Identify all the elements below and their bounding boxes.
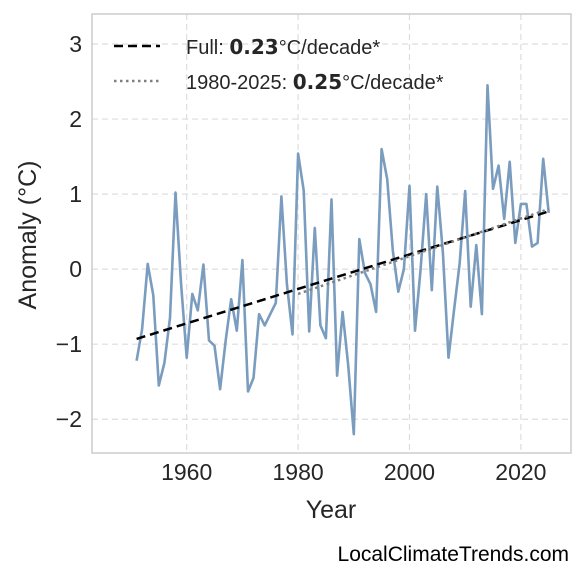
anomaly-series-line [135, 84, 550, 436]
plot-frame [91, 13, 572, 454]
legend-full-label: Full: 0.23°C/decade* [186, 35, 380, 59]
y-tick-label: −1 [56, 331, 82, 357]
recent-trend-line [297, 207, 550, 296]
x-tick-label: 2000 [384, 459, 435, 485]
y-tick-label: 2 [69, 106, 82, 132]
plot-area [135, 84, 550, 436]
y-tick-label: 0 [69, 256, 82, 282]
tick-labels: 1960 1980 2000 2020 −2 −1 0 1 2 3 [56, 31, 547, 485]
x-tick-label: 2020 [495, 459, 546, 485]
grid-lines [92, 14, 571, 453]
y-tick-label: 3 [69, 31, 82, 57]
watermark: LocalClimateTrends.com [337, 543, 569, 566]
x-axis-label: Year [306, 496, 357, 524]
full-trend-line [136, 210, 550, 341]
y-tick-label: −2 [56, 406, 82, 432]
y-tick-label: 1 [69, 181, 82, 207]
x-tick-label: 1980 [272, 459, 323, 485]
legend: Full: 0.23°C/decade* 1980-2025: 0.25°C/d… [114, 35, 444, 94]
legend-recent-label: 1980-2025: 0.25°C/decade* [186, 70, 444, 94]
y-axis-label: Anomaly (°C) [14, 161, 42, 310]
x-tick-label: 1960 [161, 459, 212, 485]
